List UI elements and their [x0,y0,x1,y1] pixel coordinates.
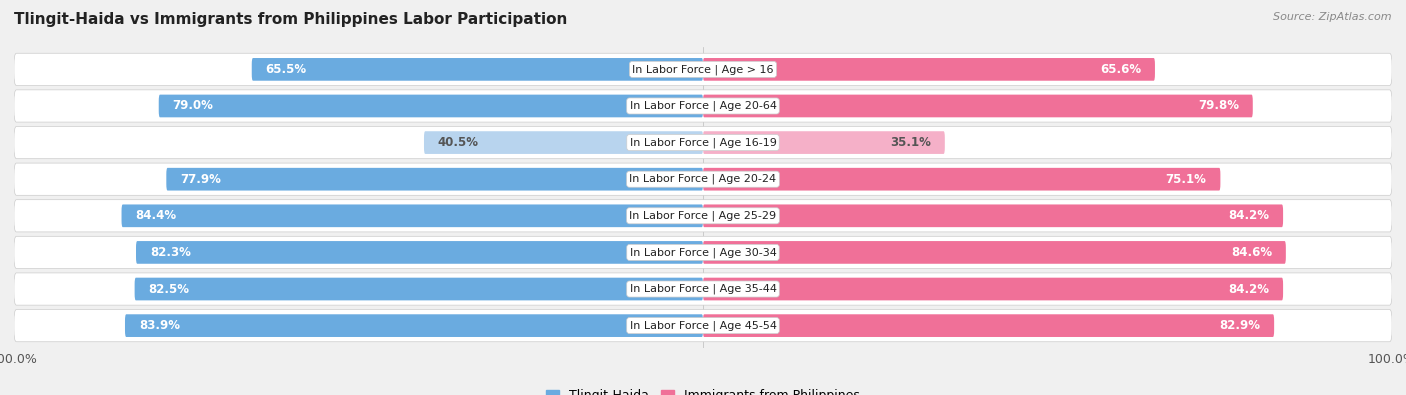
FancyBboxPatch shape [703,314,1274,337]
FancyBboxPatch shape [14,200,1392,232]
FancyBboxPatch shape [703,58,1154,81]
Text: Tlingit-Haida vs Immigrants from Philippines Labor Participation: Tlingit-Haida vs Immigrants from Philipp… [14,12,568,27]
Text: 79.8%: 79.8% [1198,100,1239,113]
Text: 82.3%: 82.3% [150,246,191,259]
FancyBboxPatch shape [703,278,1284,300]
FancyBboxPatch shape [125,314,703,337]
Text: 82.9%: 82.9% [1219,319,1260,332]
FancyBboxPatch shape [252,58,703,81]
Text: In Labor Force | Age 30-34: In Labor Force | Age 30-34 [630,247,776,258]
Text: In Labor Force | Age > 16: In Labor Force | Age > 16 [633,64,773,75]
Text: 84.6%: 84.6% [1230,246,1272,259]
Text: 83.9%: 83.9% [139,319,180,332]
Text: 75.1%: 75.1% [1166,173,1206,186]
FancyBboxPatch shape [14,163,1392,195]
FancyBboxPatch shape [703,205,1284,227]
Legend: Tlingit-Haida, Immigrants from Philippines: Tlingit-Haida, Immigrants from Philippin… [541,384,865,395]
FancyBboxPatch shape [136,241,703,264]
Text: In Labor Force | Age 20-64: In Labor Force | Age 20-64 [630,101,776,111]
FancyBboxPatch shape [135,278,703,300]
FancyBboxPatch shape [166,168,703,190]
Text: 84.4%: 84.4% [135,209,176,222]
FancyBboxPatch shape [14,126,1392,159]
Text: 84.2%: 84.2% [1229,209,1270,222]
Text: In Labor Force | Age 16-19: In Labor Force | Age 16-19 [630,137,776,148]
FancyBboxPatch shape [703,131,945,154]
FancyBboxPatch shape [703,168,1220,190]
Text: 84.2%: 84.2% [1229,282,1270,295]
FancyBboxPatch shape [121,205,703,227]
Text: Source: ZipAtlas.com: Source: ZipAtlas.com [1274,12,1392,22]
FancyBboxPatch shape [703,241,1286,264]
Text: In Labor Force | Age 25-29: In Labor Force | Age 25-29 [630,211,776,221]
Text: 82.5%: 82.5% [149,282,190,295]
FancyBboxPatch shape [14,236,1392,269]
FancyBboxPatch shape [425,131,703,154]
Text: 79.0%: 79.0% [173,100,214,113]
Text: In Labor Force | Age 20-24: In Labor Force | Age 20-24 [630,174,776,184]
Text: In Labor Force | Age 35-44: In Labor Force | Age 35-44 [630,284,776,294]
FancyBboxPatch shape [703,95,1253,117]
Text: 35.1%: 35.1% [890,136,931,149]
Text: In Labor Force | Age 45-54: In Labor Force | Age 45-54 [630,320,776,331]
Text: 65.6%: 65.6% [1099,63,1142,76]
FancyBboxPatch shape [14,273,1392,305]
FancyBboxPatch shape [14,310,1392,342]
FancyBboxPatch shape [14,53,1392,85]
FancyBboxPatch shape [159,95,703,117]
Text: 77.9%: 77.9% [180,173,221,186]
Text: 40.5%: 40.5% [437,136,479,149]
FancyBboxPatch shape [14,90,1392,122]
Text: 65.5%: 65.5% [266,63,307,76]
